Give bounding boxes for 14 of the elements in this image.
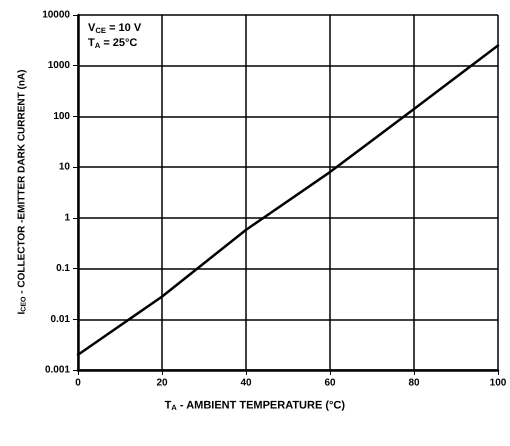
x-tick-label: 60 — [324, 378, 336, 388]
x-tick-label: 40 — [240, 378, 252, 388]
y-tick-label: 1000 — [48, 60, 70, 72]
x-tick-label: 20 — [156, 378, 168, 388]
y-tick-label: 0.01 — [50, 314, 70, 325]
x-tick-label: 0 — [75, 378, 82, 388]
y-tick-label: 1 — [64, 212, 70, 224]
y-tick-label: 0.001 — [44, 364, 70, 376]
y-tick-label: 100 — [53, 110, 70, 122]
y-tick-label: 0.1 — [56, 263, 70, 274]
x-tick-label: 80 — [408, 378, 420, 388]
y-tick-label: 10000 — [42, 10, 70, 20]
x-tick-label: 100 — [490, 378, 507, 388]
y-tick-label: 10 — [58, 162, 70, 173]
